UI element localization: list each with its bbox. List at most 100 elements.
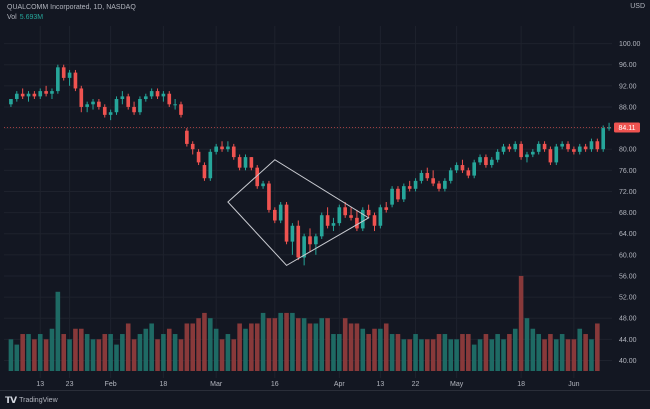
tradingview-logo-text: TradingView	[19, 397, 58, 404]
candle-body	[472, 162, 477, 176]
candle-body	[402, 186, 406, 200]
volume-bar	[313, 323, 319, 371]
candle-body	[572, 149, 576, 152]
candle-body	[407, 186, 412, 189]
candle-body	[589, 141, 594, 150]
volume-bar	[536, 334, 541, 371]
candle-body	[120, 96, 125, 100]
time-tick-label: May	[450, 381, 464, 388]
volume-bar	[430, 339, 436, 371]
volume-bar	[360, 328, 366, 371]
volume-bar	[342, 318, 348, 371]
candle-body	[360, 209, 365, 229]
candle-body	[355, 217, 359, 229]
volume-bar	[325, 318, 330, 371]
price-tick-label: 100.00	[619, 41, 641, 48]
volume-bar	[448, 339, 454, 371]
candle-body	[249, 157, 254, 168]
candle-body	[185, 130, 189, 144]
candle-body	[607, 127, 611, 129]
time-tick-label: 13	[36, 381, 44, 388]
volume-bar	[372, 328, 377, 371]
volume-bar	[366, 334, 371, 371]
volume-bar	[67, 339, 72, 371]
candle-body	[372, 215, 377, 226]
volume-bar	[178, 339, 184, 371]
candle-body	[302, 236, 306, 258]
candle-body	[349, 215, 353, 218]
volume-bar	[155, 339, 160, 371]
candle-body	[85, 104, 89, 107]
tradingview-logo-icon: 𝗧𝗩	[5, 395, 17, 405]
time-tick-label: 22	[412, 381, 420, 388]
candle-body	[79, 88, 84, 107]
candle-body	[56, 67, 60, 92]
volume-bar	[348, 323, 354, 371]
volume-bar	[114, 344, 119, 371]
candle-body	[220, 146, 224, 150]
candle-body	[143, 96, 148, 100]
candle-body	[542, 143, 547, 150]
candle-body	[278, 204, 283, 221]
volume-value: 5.693M	[19, 14, 44, 21]
volume-bar	[55, 291, 61, 371]
candle-body	[237, 157, 242, 168]
volume-bar	[20, 334, 25, 371]
candle-body	[390, 188, 394, 205]
candle-body	[9, 99, 13, 105]
volume-bar	[542, 339, 547, 371]
currency-label[interactable]: USD	[630, 3, 645, 10]
time-tick-label: 18	[159, 381, 167, 388]
candle-body	[61, 67, 66, 78]
candle-body	[284, 204, 289, 242]
candle-body	[531, 151, 535, 155]
price-tick-label: 56.00	[619, 273, 637, 280]
symbol-title[interactable]: QUALCOMM Incorporated, 1D, NASDAQ	[7, 4, 136, 11]
candle-body	[548, 149, 553, 163]
candle-body	[20, 93, 25, 97]
candle-body	[190, 143, 195, 150]
price-tick-label: 68.00	[619, 210, 637, 217]
volume-bar	[73, 328, 78, 371]
volume-bar	[559, 334, 565, 371]
candle-body	[73, 72, 78, 89]
candle-body	[214, 146, 218, 152]
candle-body	[26, 93, 31, 97]
candle-body	[560, 143, 564, 147]
candle-body	[296, 225, 301, 258]
candle-body	[478, 157, 482, 163]
volume-bar	[278, 312, 283, 371]
candle-body	[161, 93, 166, 97]
volume-legend: Vol 5.693M	[7, 14, 43, 21]
price-tick-label: 60.00	[619, 252, 637, 259]
candle-body	[513, 143, 518, 150]
volume-bar	[260, 312, 266, 371]
tradingview-logo[interactable]: 𝗧𝗩 TradingView	[5, 395, 58, 406]
volume-bar	[125, 323, 131, 371]
candle-body	[226, 146, 230, 150]
candle-body	[536, 143, 541, 152]
candle-body	[32, 93, 37, 97]
volume-bar	[354, 323, 360, 371]
volume-bar	[301, 318, 307, 371]
candle-body	[231, 146, 236, 158]
candle-body	[583, 146, 588, 150]
volume-bar	[249, 323, 254, 371]
volume-bar	[43, 339, 49, 371]
candle-body	[38, 91, 43, 97]
volume-bar	[337, 334, 342, 371]
volume-bar	[407, 339, 412, 371]
price-tick-label: 64.00	[619, 231, 637, 238]
chart-grid	[4, 26, 612, 378]
candle-body	[448, 170, 453, 181]
price-tick-label: 92.00	[619, 83, 637, 90]
candle-body	[319, 215, 324, 237]
candle-body	[102, 106, 107, 115]
diamond-pattern-shape[interactable]	[227, 159, 370, 267]
candle-body	[331, 223, 336, 226]
volume-bar	[477, 339, 483, 371]
volume-bar	[61, 334, 66, 371]
price-tick-label: 80.00	[619, 147, 637, 154]
